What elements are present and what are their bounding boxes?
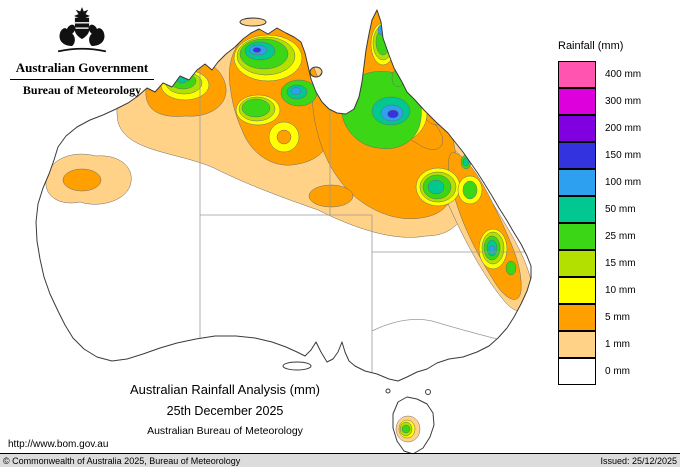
legend-swatch — [558, 276, 596, 304]
legend-item: 200 mm — [558, 114, 678, 142]
legend-label: 200 mm — [605, 123, 642, 134]
government-header: Australian Government Bureau of Meteorol… — [6, 4, 158, 98]
legend-swatch — [558, 168, 596, 196]
legend-item: 300 mm — [558, 87, 678, 115]
legend-label: 0 mm — [605, 366, 630, 377]
legend-label: 50 mm — [605, 204, 636, 215]
legend-item: 150 mm — [558, 141, 678, 169]
header-divider — [10, 79, 154, 80]
kangaroo-island — [282, 361, 312, 371]
legend-label: 400 mm — [605, 69, 642, 80]
rainfall-legend: Rainfall (mm) 400 mm 300 mm 200 mm 150 mm 10… — [558, 40, 678, 385]
map-organisation: Australian Bureau of Meteorology — [147, 425, 303, 437]
legend-item: 0 mm — [558, 357, 678, 385]
flinders-island — [425, 389, 431, 395]
legend-item: 5 mm — [558, 303, 678, 331]
legend-label: 1 mm — [605, 339, 630, 350]
legend-label: 100 mm — [605, 177, 642, 188]
issued-text: Issued: 25/12/2025 — [600, 455, 677, 466]
legend-swatch — [558, 87, 596, 115]
legend-swatch — [558, 141, 596, 169]
copyright-text: © Commonwealth of Australia 2025, Bureau… — [3, 455, 241, 466]
legend-swatch — [558, 357, 596, 385]
legend-label: 10 mm — [605, 285, 636, 296]
legend-item: 10 mm — [558, 276, 678, 304]
legend-item: 1 mm — [558, 330, 678, 358]
legend-item: 25 mm — [558, 222, 678, 250]
tasmania-coastline — [392, 396, 435, 455]
legend-swatch — [558, 249, 596, 277]
legend-label: 25 mm — [605, 231, 636, 242]
legend-label: 150 mm — [605, 150, 642, 161]
map-caption: Australian Rainfall Analysis (mm) 25th D… — [55, 382, 395, 437]
legend-label: 15 mm — [605, 258, 636, 269]
map-date: 25th December 2025 — [166, 404, 284, 418]
state-borders — [199, 67, 527, 374]
legend-item: 15 mm — [558, 249, 678, 277]
legend-swatch — [558, 222, 596, 250]
bom-url: http://www.bom.gov.au — [8, 439, 109, 450]
legend-swatch — [558, 114, 596, 142]
government-title: Australian Government — [15, 60, 149, 75]
coastline — [35, 9, 532, 455]
legend-swatch — [558, 60, 596, 88]
king-island — [385, 388, 391, 394]
legend-swatch — [558, 303, 596, 331]
groote-eylandt — [309, 66, 323, 78]
legend-swatch — [558, 195, 596, 223]
contour-donut-centre — [276, 129, 292, 145]
legend-items: 400 mm 300 mm 200 mm 150 mm 100 mm 50 mm 25 mm… — [558, 60, 678, 385]
bureau-title: Bureau of Meteorology — [22, 83, 142, 97]
legend-label: 300 mm — [605, 96, 642, 107]
legend-title: Rainfall (mm) — [558, 40, 624, 52]
legend-swatch — [558, 330, 596, 358]
legend-item: 100 mm — [558, 168, 678, 196]
footer-bar: © Commonwealth of Australia 2025, Bureau… — [0, 453, 680, 467]
map-title: Australian Rainfall Analysis (mm) — [129, 382, 320, 397]
legend-item: 400 mm — [558, 60, 678, 88]
legend-label: 5 mm — [605, 312, 630, 323]
melville-island — [239, 17, 267, 27]
legend-item: 50 mm — [558, 195, 678, 223]
contours-150mm — [252, 47, 399, 119]
coat-of-arms-icon — [6, 4, 158, 58]
